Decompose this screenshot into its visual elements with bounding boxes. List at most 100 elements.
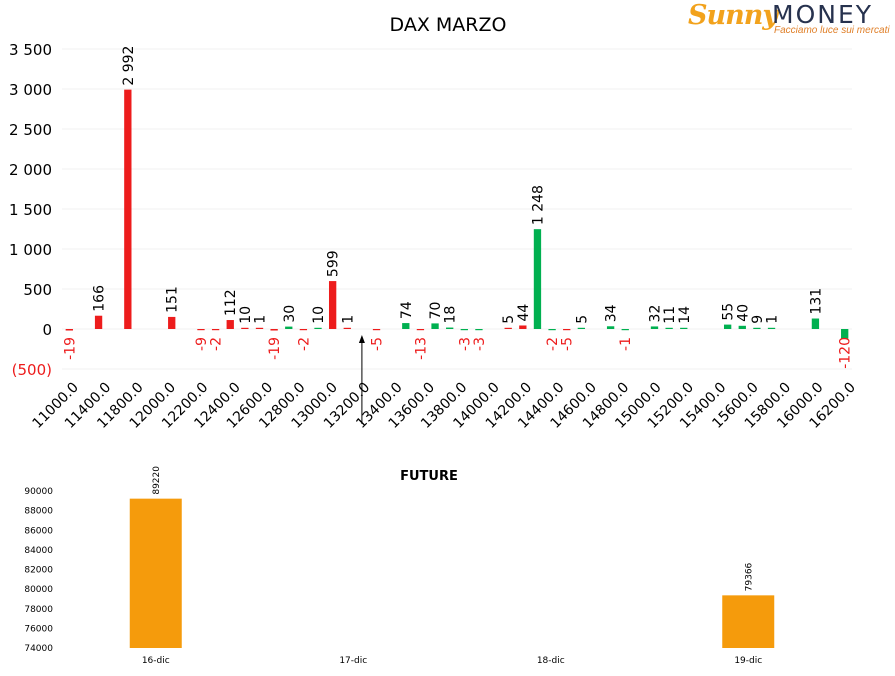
dax-data-label: -120 <box>838 337 854 369</box>
dax-data-label: 40 <box>735 304 751 322</box>
dax-data-label: 70 <box>428 302 444 320</box>
future-x-tick-label: 17-dic <box>339 656 367 666</box>
future-x-tick-label: 16-dic <box>142 656 170 666</box>
dax-bar <box>314 327 322 329</box>
dax-data-label: 11 <box>662 306 678 324</box>
dax-data-label: 151 <box>165 286 181 313</box>
future-data-label: 89220 <box>152 466 162 495</box>
future-chart: FUTURE 74000 76000 78000 80000 82000 84000 860… <box>24 466 775 666</box>
dax-bar <box>94 315 103 329</box>
dax-bar <box>197 329 205 331</box>
dax-data-label: 2 992 <box>121 46 137 86</box>
dax-bar <box>431 323 439 329</box>
dax-data-label: 131 <box>808 288 824 315</box>
dax-marzo-chart: DAX MARZO (500) 0 500 1 000 1 500 2 000 2 500 3… <box>9 14 859 432</box>
dax-bar <box>606 326 615 329</box>
dax-bar <box>811 318 820 329</box>
dax-bars <box>65 89 849 339</box>
dax-data-label: 166 <box>92 285 108 312</box>
future-y-axis: 74000 76000 78000 80000 82000 84000 86000 88000… <box>24 487 53 654</box>
dax-data-label: -2 <box>296 337 312 351</box>
dax-bar <box>519 325 527 329</box>
dax-chart-title: DAX MARZO <box>390 14 507 36</box>
dax-data-label: 34 <box>604 304 620 322</box>
dax-data-label: -2 <box>545 337 561 351</box>
dax-data-label: -2 <box>209 337 225 351</box>
future-y-tick-label: 90000 <box>24 487 53 497</box>
dax-data-label: 30 <box>282 305 298 323</box>
dax-data-label: 9 <box>750 315 766 324</box>
dax-bar <box>255 327 264 329</box>
dax-data-label: -13 <box>413 337 429 360</box>
dax-bar <box>241 327 249 329</box>
dax-data-label: 14 <box>677 306 693 324</box>
future-y-tick-label: 82000 <box>24 566 53 576</box>
dax-y-tick-label: 2 000 <box>9 161 52 179</box>
dax-y-axis: (500) 0 500 1 000 1 500 2 000 2 500 3 000 3 500 <box>9 41 52 379</box>
dax-bar <box>504 327 512 329</box>
dax-bar <box>577 327 586 329</box>
logo-brand-money: MONEY <box>772 0 874 29</box>
dax-data-label: 599 <box>326 250 342 277</box>
dax-data-label: -5 <box>560 337 576 351</box>
future-y-tick-label: 80000 <box>24 585 53 595</box>
dax-y-tick-label: 500 <box>23 281 52 299</box>
dax-bar <box>460 329 468 331</box>
dax-bar <box>168 316 176 329</box>
dax-data-label: -1 <box>618 337 634 351</box>
dax-bar <box>738 325 746 329</box>
future-bars <box>129 498 775 648</box>
annotation-arrow-head <box>358 335 365 343</box>
dax-x-axis: 11000.011400.011800.012000.012200.012400… <box>30 380 859 432</box>
future-data-label: 79366 <box>744 562 754 591</box>
dax-data-label: 18 <box>443 306 459 324</box>
future-y-tick-label: 74000 <box>24 644 53 654</box>
dax-bar <box>680 327 688 329</box>
dax-gridlines <box>62 48 852 370</box>
future-y-tick-label: 88000 <box>24 507 53 517</box>
future-y-tick-label: 78000 <box>24 605 53 615</box>
dax-y-tick-label: 2 500 <box>9 121 52 139</box>
dax-y-tick-label: 3 000 <box>9 81 52 99</box>
dax-data-label: -5 <box>370 337 386 351</box>
dax-bar <box>402 323 410 329</box>
dax-bar <box>343 327 351 329</box>
dax-y-tick-label: 1 000 <box>9 241 52 259</box>
dax-data-label: -19 <box>267 337 283 360</box>
dax-bar <box>226 320 234 329</box>
dax-bar <box>124 89 132 329</box>
future-x-tick-label: 18-dic <box>537 656 565 666</box>
dax-bar <box>753 327 761 329</box>
dax-data-label: 10 <box>238 306 254 324</box>
dax-bar <box>211 329 220 331</box>
dax-data-label: 55 <box>721 303 737 321</box>
dax-bar <box>372 329 381 331</box>
dax-bar <box>621 329 629 331</box>
dax-y-tick-label: 1 500 <box>9 201 52 219</box>
dax-bar <box>723 324 732 329</box>
dax-bar <box>270 329 278 331</box>
dax-bar <box>767 327 776 329</box>
future-chart-title: FUTURE <box>400 469 458 484</box>
dax-data-label: -9 <box>194 337 210 351</box>
dax-bar <box>650 326 659 329</box>
dax-data-label: 5 <box>501 315 517 324</box>
dax-annotation <box>358 335 365 424</box>
dax-y-tick-label: 0 <box>42 321 52 339</box>
dax-y-tick-label: (500) <box>12 361 52 379</box>
dax-bar <box>841 329 849 339</box>
future-bar <box>129 498 182 648</box>
dax-bar <box>533 229 542 329</box>
dax-data-label: 32 <box>648 305 664 323</box>
dax-y-tick-label: 3 500 <box>9 41 52 59</box>
dax-bar <box>665 327 673 329</box>
dax-data-label: -3 <box>457 337 473 351</box>
sunny-money-logo: Sunny MONEY Facciamo luce sui mercati <box>688 0 895 40</box>
dax-bar <box>65 329 73 331</box>
dax-bar <box>548 329 556 331</box>
dax-data-label: 44 <box>516 304 532 322</box>
dax-data-label: -3 <box>472 337 488 351</box>
dax-bar <box>416 329 425 331</box>
future-y-tick-label: 86000 <box>24 526 53 536</box>
